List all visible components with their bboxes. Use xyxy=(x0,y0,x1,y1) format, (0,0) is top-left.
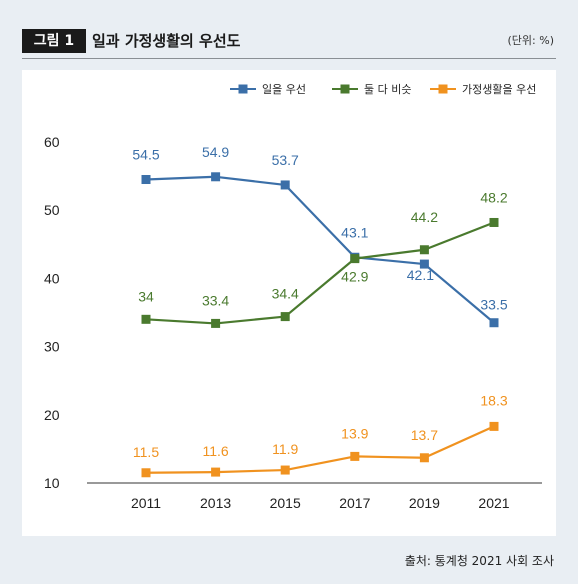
y-tick-label: 10 xyxy=(44,475,60,491)
data-label: 11.5 xyxy=(133,444,159,460)
y-tick-label: 60 xyxy=(44,134,60,150)
series-line xyxy=(145,425,495,474)
data-point-marker xyxy=(280,312,290,322)
unit-label: (단위: %) xyxy=(507,34,554,47)
legend-label: 둘 다 비슷 xyxy=(364,83,411,96)
data-label: 43.1 xyxy=(341,224,368,240)
series-line xyxy=(145,175,495,324)
x-tick-label: 2017 xyxy=(339,495,370,511)
data-point-marker xyxy=(211,467,221,477)
data-label: 42.1 xyxy=(407,267,434,283)
data-point-marker xyxy=(419,259,429,269)
data-label: 44.2 xyxy=(411,209,438,225)
data-point-marker xyxy=(280,180,290,190)
data-label: 54.5 xyxy=(132,147,159,163)
header-rule xyxy=(22,58,556,59)
y-tick-label: 50 xyxy=(44,202,60,218)
data-point-marker xyxy=(489,318,499,328)
figure-badge: 그림 1 xyxy=(22,29,86,53)
data-point-marker xyxy=(141,468,151,478)
figure-header: 그림 1 일과 가정생활의 우선도 (단위: %) xyxy=(0,0,578,62)
x-tick-label: 2011 xyxy=(131,495,161,511)
data-point-marker xyxy=(211,318,221,328)
x-tick-label: 2013 xyxy=(200,495,231,511)
data-point-marker xyxy=(350,254,360,264)
legend-label: 가정생활을 우선 xyxy=(462,82,536,96)
data-point-marker xyxy=(141,314,151,324)
legend-label: 일을 우선 xyxy=(262,82,306,96)
data-label: 13.7 xyxy=(411,427,438,443)
data-label: 34 xyxy=(138,288,154,304)
source-note: 출처: 통계청 2021 사회 조사 xyxy=(404,554,554,568)
x-tick-label: 2019 xyxy=(409,495,440,511)
x-tick-label: 2021 xyxy=(478,495,509,511)
data-point-marker xyxy=(489,217,499,227)
data-point-marker xyxy=(489,421,499,431)
data-point-marker xyxy=(350,451,360,461)
data-point-marker xyxy=(280,465,290,475)
data-label: 18.3 xyxy=(480,392,507,408)
data-point-marker xyxy=(211,172,221,182)
legend-marker xyxy=(438,84,448,94)
y-tick-label: 20 xyxy=(44,407,60,423)
legend-marker xyxy=(238,84,248,94)
y-tick-label: 40 xyxy=(44,270,60,286)
data-label: 54.9 xyxy=(202,144,229,160)
line-chart: 10 20 30 40 50 60 2011 2013 2015 2017 2019 2021 일을 우… xyxy=(44,82,542,511)
data-label: 11.6 xyxy=(202,443,228,459)
y-tick-label: 30 xyxy=(44,339,60,355)
data-label: 33.4 xyxy=(202,292,229,308)
data-label: 48.2 xyxy=(480,189,507,205)
x-tick-label: 2015 xyxy=(270,495,301,511)
figure-title: 일과 가정생활의 우선도 xyxy=(92,32,241,50)
data-point-marker xyxy=(419,453,429,463)
data-point-marker xyxy=(141,175,151,185)
data-label: 42.9 xyxy=(341,269,368,285)
data-label: 33.5 xyxy=(480,297,507,313)
data-label: 13.9 xyxy=(341,425,368,441)
data-label: 11.9 xyxy=(272,441,298,457)
data-label: 34.4 xyxy=(272,286,299,302)
data-label: 53.7 xyxy=(272,152,299,168)
legend-marker xyxy=(340,84,350,94)
series-line xyxy=(145,221,495,325)
data-point-marker xyxy=(419,245,429,255)
chart-panel: 10 20 30 40 50 60 2011 2013 2015 2017 2019 2021 일을 우… xyxy=(22,70,556,536)
